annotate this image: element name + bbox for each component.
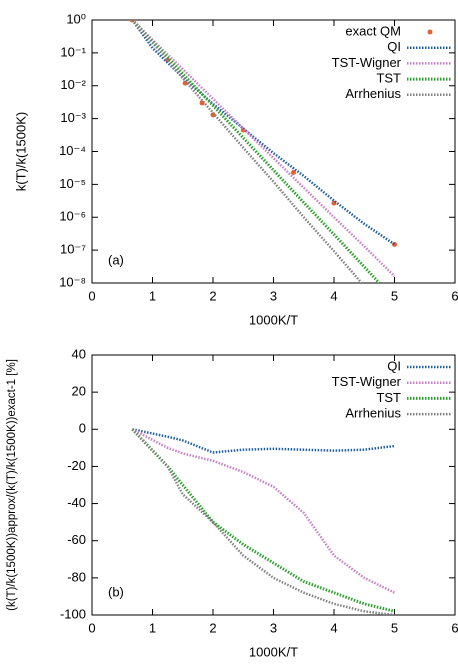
y-tick-label: 0 [79, 421, 86, 436]
data-point [290, 169, 296, 175]
x-tick-label: 4 [330, 288, 337, 303]
legend-label: TST-Wigner [332, 55, 402, 70]
y-tick-label: -60 [67, 532, 86, 547]
data-point [392, 241, 397, 247]
x-tick-label: 3 [270, 288, 277, 303]
y-tick-label: 20 [72, 384, 86, 399]
y-tick-label: -20 [67, 458, 86, 473]
panel: 0 1 2 3 4 5 6 -100 -80 -60 -40 -20 0 20 40 1000K/T (k(T)… [6, 346, 458, 659]
x-axis-label: 1000K/T [249, 644, 298, 659]
y-tick-label: -40 [67, 495, 86, 510]
x-tick-label: 5 [391, 288, 398, 303]
legend-label: QI [387, 39, 401, 54]
y-tick-label: 10⁻¹ [60, 44, 86, 59]
series-line [131, 20, 382, 283]
legend-label: Arrhenius [345, 86, 401, 101]
legend-label: QI [387, 358, 401, 373]
y-tick-label: 10⁻⁵ [59, 176, 86, 191]
panel-label: (a) [108, 252, 124, 267]
legend-label: TST [376, 390, 401, 405]
series-line [131, 20, 396, 246]
series-line [132, 428, 395, 454]
series-line [131, 428, 395, 615]
x-axis-label: 1000K/T [249, 312, 298, 327]
x-tick-label: 6 [451, 620, 458, 635]
x-tick-label: 3 [270, 620, 277, 635]
legend-label: exact QM [345, 23, 401, 38]
x-tick-label: 6 [451, 288, 458, 303]
x-tick-label: 5 [391, 620, 398, 635]
y-tick-label: 40 [72, 346, 86, 361]
series-line [131, 20, 396, 278]
y-axis-label: k(T)/k(1500K) [13, 112, 28, 191]
legend-label: Arrhenius [345, 406, 401, 421]
y-tick-label: 10⁻⁸ [59, 274, 86, 289]
plot-area [131, 428, 396, 615]
y-tick-label: 10⁻⁶ [59, 209, 86, 224]
y-tick-label: 10⁻⁷ [60, 242, 86, 257]
panel: 0 1 2 3 4 5 6 10⁻⁸ 10⁻⁷ 10⁻⁶ 10⁻⁵ 10⁻⁴ 10⁻³ 10⁻² 10⁻¹ 1… [13, 11, 458, 327]
y-tick-label: 10⁻⁴ [59, 143, 86, 158]
series-line [131, 428, 396, 594]
legend-label: TST-Wigner [332, 374, 402, 389]
y-tick-label: 10⁻² [60, 77, 86, 92]
x-tick-label: 4 [330, 620, 337, 635]
series-line [131, 428, 395, 613]
y-tick-label: -100 [60, 606, 86, 621]
panel-label: (b) [108, 584, 124, 599]
x-tick-label: 2 [209, 288, 216, 303]
legend-label: TST [376, 71, 401, 86]
x-tick-label: 1 [149, 288, 156, 303]
x-tick-label: 0 [88, 620, 95, 635]
y-tick-label: 10⁻³ [60, 110, 86, 125]
x-tick-label: 1 [149, 620, 156, 635]
plot-area [129, 20, 397, 283]
y-tick-label: 10⁰ [66, 11, 86, 26]
x-tick-label: 0 [88, 288, 95, 303]
legend-marker [427, 29, 433, 35]
y-tick-label: -80 [67, 569, 86, 584]
y-axis-label: (k(T)/k(1500K))approx/(k(T)/k(1500K))exa… [6, 359, 18, 611]
x-tick-label: 2 [209, 620, 216, 635]
